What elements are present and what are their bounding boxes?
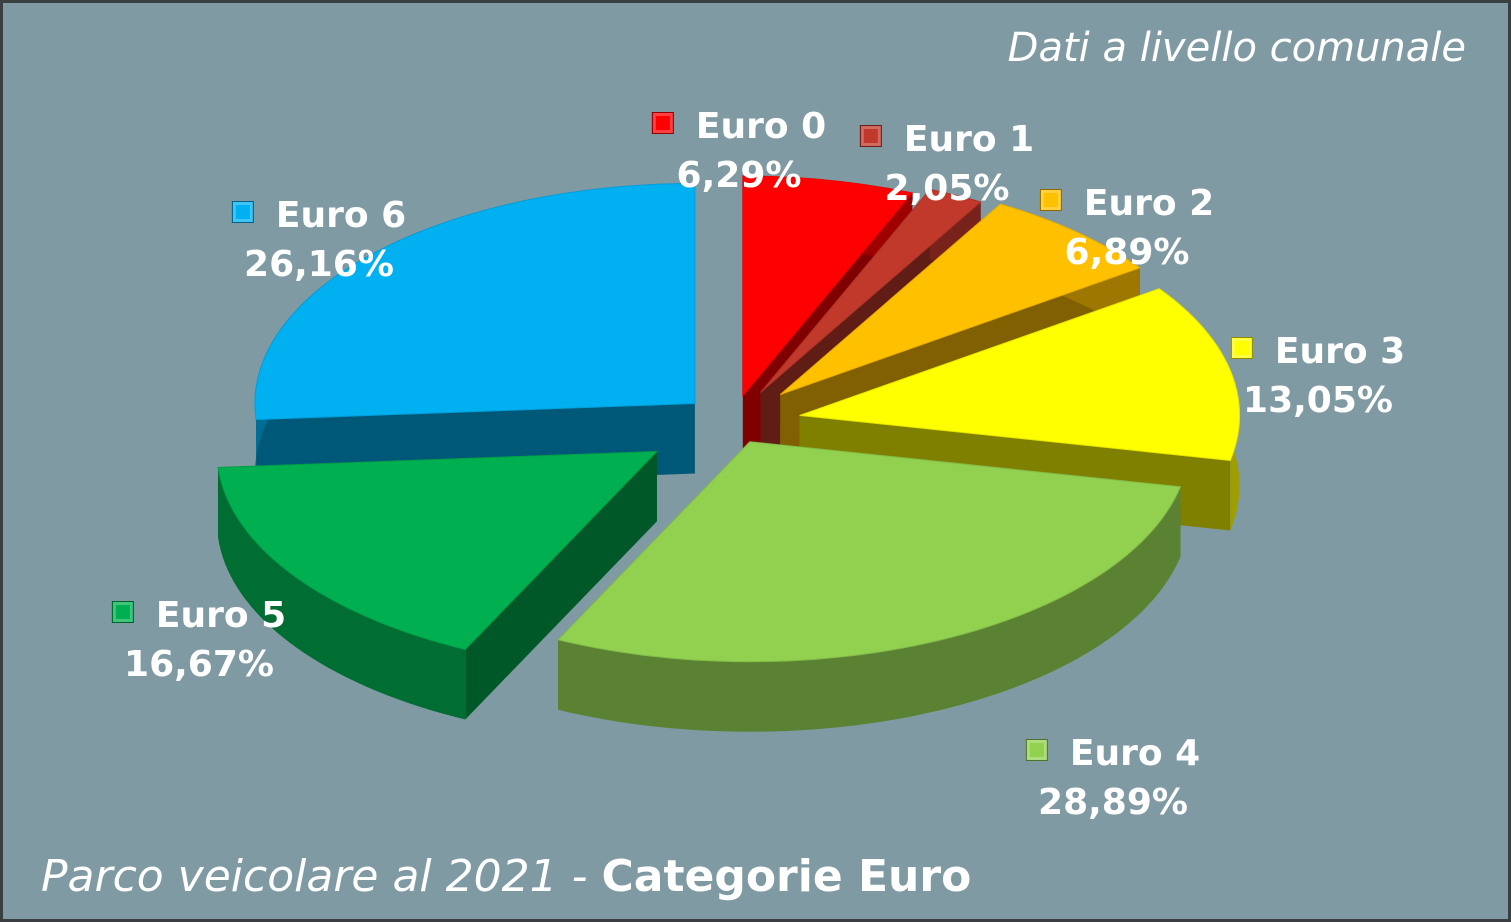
slice-label-4: Euro 3 13,05% <box>1230 327 1406 425</box>
slice-label-6: Euro 5 16,67% <box>111 591 287 689</box>
pie-slice-1-top <box>742 175 914 398</box>
legend-marker-6 <box>111 601 134 623</box>
slice-label-2-category: Euro 1 <box>859 115 1035 164</box>
pie-slice-5 <box>557 441 1182 732</box>
slice-category-text-2: Euro 1 <box>903 119 1035 160</box>
pie-slice-5-rim <box>558 486 1181 732</box>
legend-marker-4 <box>1230 337 1253 359</box>
slice-label-3-category: Euro 2 <box>1039 179 1215 228</box>
pie-slice-6 <box>217 450 659 720</box>
slice-label-5: Euro 4 28,89% <box>1025 729 1201 827</box>
pie-slice-3-top <box>779 203 1141 396</box>
pie-slice-6-top <box>217 450 659 651</box>
slice-value-7: 26,16% <box>244 244 394 285</box>
slice-label-6-category: Euro 5 <box>111 591 287 640</box>
slice-label-4-category: Euro 3 <box>1230 327 1406 376</box>
slice-value-1: 6,29% <box>676 155 802 196</box>
legend-marker-2 <box>859 125 882 147</box>
slice-value-4: 13,05% <box>1243 380 1393 421</box>
caption-bold: Categorie Euro <box>601 851 972 902</box>
slice-label-7-category: Euro 6 <box>231 191 407 240</box>
slice-value-5: 28,89% <box>1038 782 1188 823</box>
slice-category-text-5: Euro 4 <box>1069 733 1201 774</box>
legend-marker-1 <box>651 112 674 134</box>
chart-caption: Parco veicolare al 2021 - Categorie Euro <box>41 851 971 902</box>
caption-italic: Parco veicolare al 2021 - <box>41 851 602 902</box>
slice-label-7: Euro 6 26,16% <box>231 191 407 289</box>
pie-slice-5-top <box>557 441 1182 663</box>
pie-slice-6-rim <box>218 467 466 720</box>
slice-value-3: 6,89% <box>1064 232 1190 273</box>
slice-category-text-3: Euro 2 <box>1083 183 1215 224</box>
slice-category-text-4: Euro 3 <box>1274 331 1406 372</box>
pie-slice-2-top <box>760 188 982 393</box>
slice-category-text-7: Euro 6 <box>275 195 407 236</box>
slice-label-1-category: Euro 0 <box>651 102 827 151</box>
slice-value-6: 16,67% <box>124 644 274 685</box>
slice-value-2: 2,05% <box>884 168 1010 209</box>
slice-label-5-category: Euro 4 <box>1025 729 1201 778</box>
slice-label-2: Euro 1 2,05% <box>859 115 1035 213</box>
slice-label-1: Euro 0 6,29% <box>651 102 827 200</box>
legend-marker-7 <box>231 201 254 223</box>
pie-slice-7-top <box>254 183 696 421</box>
legend-marker-5 <box>1025 739 1048 761</box>
data-level-note: Dati a livello comunale <box>1007 25 1466 71</box>
pie-slice-4-top <box>799 288 1241 461</box>
slice-category-text-1: Euro 0 <box>695 106 827 147</box>
legend-marker-3 <box>1039 189 1062 211</box>
pie-chart <box>217 175 1241 732</box>
slice-category-text-6: Euro 5 <box>155 595 287 636</box>
slice-label-3: Euro 2 6,89% <box>1039 179 1215 277</box>
